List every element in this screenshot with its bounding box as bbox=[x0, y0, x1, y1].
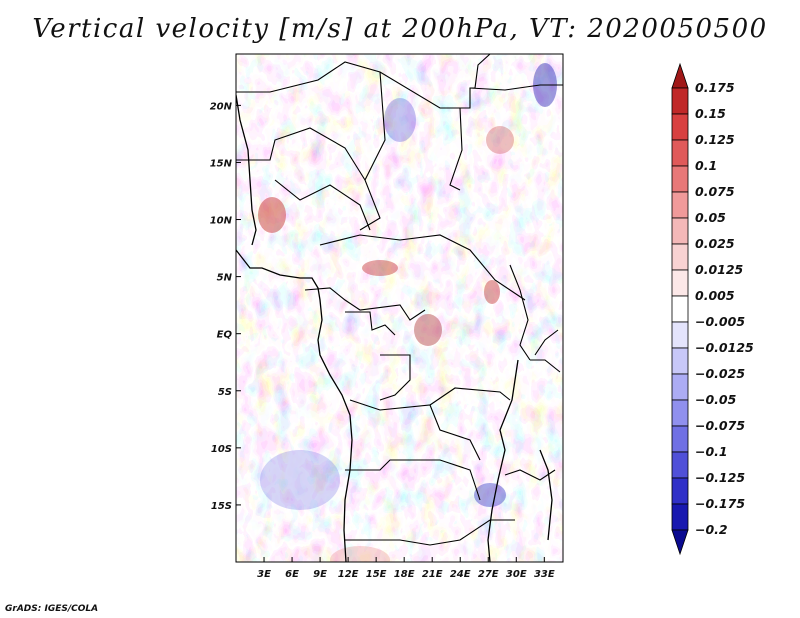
lat-tick-label: 10S bbox=[211, 444, 232, 455]
chart-title: Vertical velocity [m/s] at 200hPa, VT: 2… bbox=[32, 14, 768, 44]
colorbar-level-label: 0.15 bbox=[695, 106, 726, 121]
colorbar-level-label: 0.1 bbox=[695, 158, 718, 173]
colorbar-level-label: 0.075 bbox=[695, 184, 735, 199]
colorbar-level-label: −0.175 bbox=[695, 496, 746, 511]
colorbar-segment bbox=[671, 165, 689, 193]
lon-tick-label: 15E bbox=[366, 569, 387, 580]
lon-tick-label: 6E bbox=[285, 569, 299, 580]
colorbar-segment bbox=[671, 503, 689, 531]
lat-tick-label: 5N bbox=[217, 273, 233, 284]
colorbar-level-label: −0.1 bbox=[695, 444, 728, 459]
map-frame bbox=[235, 53, 564, 563]
vertical-velocity-field bbox=[236, 54, 563, 562]
colorbar-segment bbox=[671, 321, 689, 349]
colorbar-top-arrow bbox=[671, 62, 689, 89]
colorbar-level-label: −0.125 bbox=[695, 470, 746, 485]
colorbar bbox=[671, 62, 689, 556]
lon-tick-label: 33E bbox=[534, 569, 555, 580]
colorbar-level-label: 0.175 bbox=[695, 80, 735, 95]
colorbar-segment bbox=[671, 373, 689, 401]
lon-tick-label: 18E bbox=[394, 569, 415, 580]
lon-tick-label: 9E bbox=[313, 569, 327, 580]
lon-tick-label: 21E bbox=[422, 569, 443, 580]
colorbar-segment bbox=[671, 191, 689, 219]
colorbar-level-label: 0.025 bbox=[695, 236, 735, 251]
colorbar-segment bbox=[671, 399, 689, 427]
lat-tick-label: 10N bbox=[210, 216, 233, 227]
lon-tick-label: 27E bbox=[478, 569, 499, 580]
lat-tick-label: 15N bbox=[210, 158, 233, 169]
lon-tick-label: 3E bbox=[257, 569, 271, 580]
lon-tick-label: 30E bbox=[506, 569, 527, 580]
colorbar-bottom-arrow bbox=[671, 529, 689, 556]
colorbar-level-label: 0.0125 bbox=[695, 262, 744, 277]
colorbar-level-label: 0.005 bbox=[695, 288, 735, 303]
lon-tick-label: 24E bbox=[450, 569, 471, 580]
coastline bbox=[236, 94, 553, 562]
colorbar-level-label: −0.025 bbox=[695, 366, 746, 381]
colorbar-segment bbox=[671, 243, 689, 271]
lon-tick-label: 12E bbox=[338, 569, 359, 580]
colorbar-level-label: 0.125 bbox=[695, 132, 735, 147]
lat-tick-label: 15S bbox=[211, 501, 232, 512]
colorbar-level-label: −0.05 bbox=[695, 392, 737, 407]
latitude-axis: 20N 15N 10N 5N EQ 5S 10S 15S bbox=[210, 101, 241, 512]
colorbar-level-label: −0.2 bbox=[695, 522, 728, 537]
colorbar-segment bbox=[671, 451, 689, 479]
grads-credit: GrADS: IGES/COLA bbox=[5, 604, 99, 614]
longitude-axis: 3E 6E 9E 12E 15E 18E 21E 24E 27E 30E 33E bbox=[257, 557, 555, 580]
colorbar-segment bbox=[671, 139, 689, 167]
colorbar-segment bbox=[671, 269, 689, 297]
lat-tick-label: 5S bbox=[218, 387, 232, 398]
colorbar-segment bbox=[671, 87, 689, 115]
colorbar-segment bbox=[671, 347, 689, 375]
colorbar-segment bbox=[671, 425, 689, 453]
colorbar-level-label: −0.0125 bbox=[695, 340, 754, 355]
colorbar-segment bbox=[671, 113, 689, 141]
colorbar-level-label: −0.075 bbox=[695, 418, 746, 433]
colorbar-segment bbox=[671, 295, 689, 323]
colorbar-segment bbox=[671, 217, 689, 245]
lat-tick-label: EQ bbox=[217, 330, 233, 341]
lat-tick-label: 20N bbox=[210, 101, 233, 112]
country-borders bbox=[236, 54, 563, 546]
colorbar-segment bbox=[671, 477, 689, 505]
colorbar-level-label: 0.05 bbox=[695, 210, 726, 225]
colorbar-level-label: −0.005 bbox=[695, 314, 746, 329]
